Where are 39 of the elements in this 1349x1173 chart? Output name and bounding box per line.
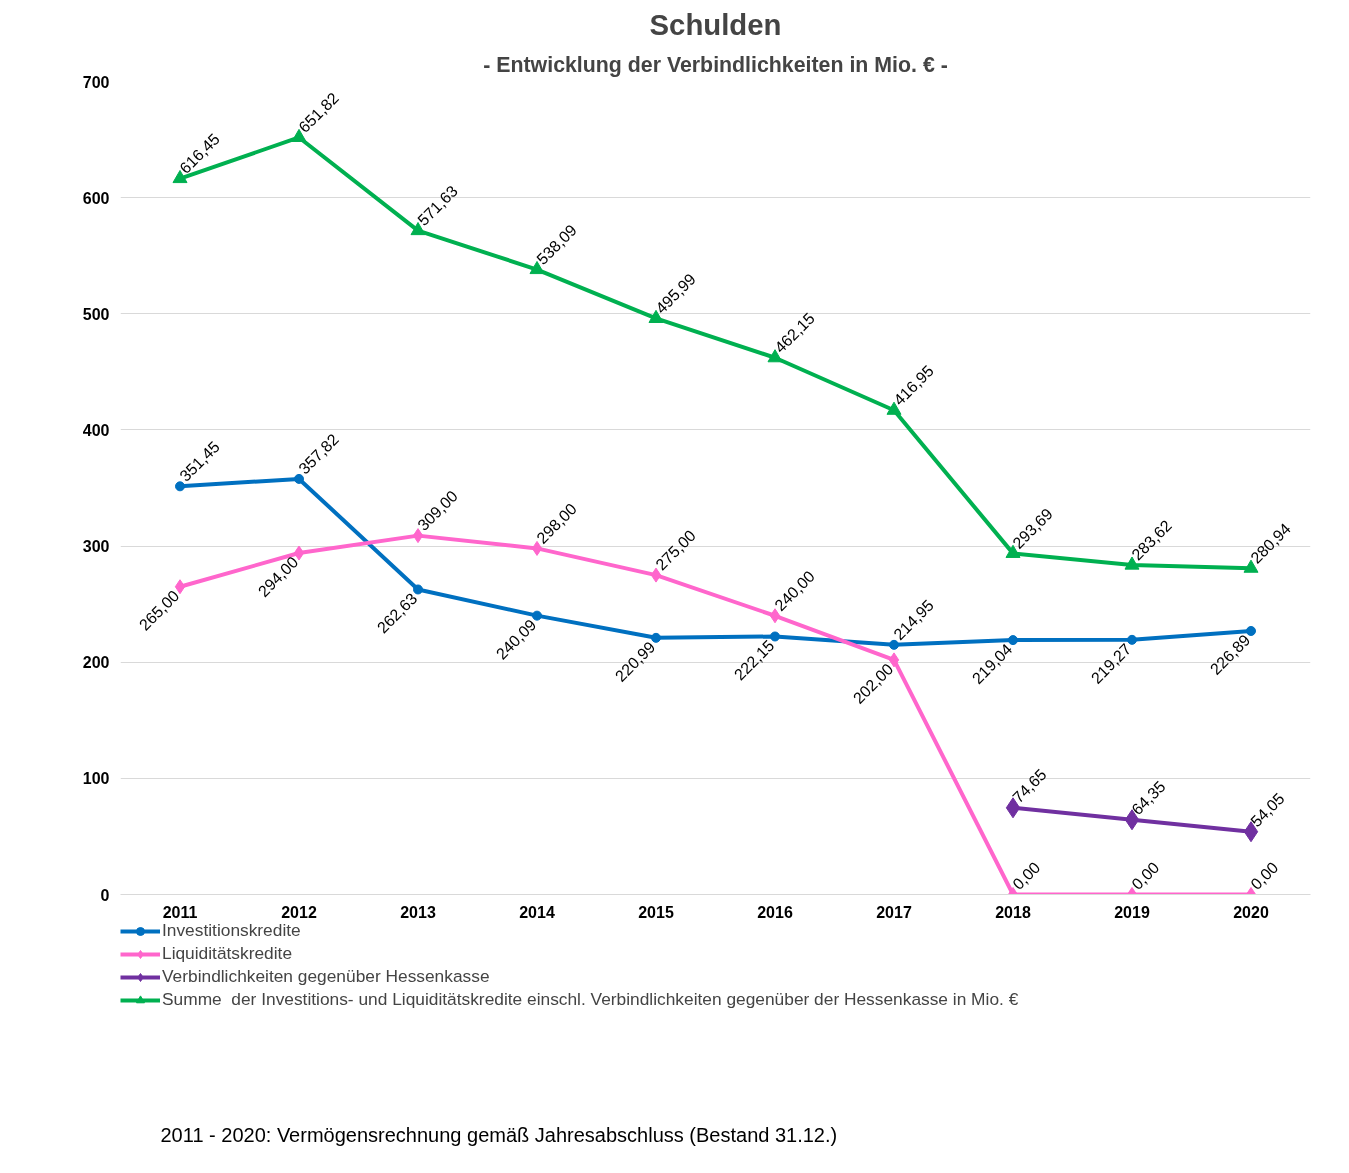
x-tick-label: 2016 [757,903,793,921]
point [413,584,423,595]
point [651,632,661,643]
x-tick-label: 2018 [995,903,1031,921]
text: 2011 - 2020: Vermögensrechnung gemäß Jahresabschluss (Bestand 31.12.) [160,1123,838,1146]
point [770,631,780,642]
y-tick-label: 700 [82,73,110,91]
y-tick-label: 600 [82,189,110,207]
point [1127,634,1137,645]
y-tick-label: 100 [82,770,110,788]
x-tick-label: 2017 [876,903,912,921]
x-tick-label: 2019 [1114,903,1150,921]
point [532,610,542,621]
x-tick-label: 2020 [1233,903,1269,921]
y-tick-label: 300 [82,538,110,556]
y-tick-label: 400 [82,421,110,439]
point [412,528,424,544]
point [1246,625,1256,636]
y-tick-label: 200 [82,654,110,672]
x-tick-label: 2011 [162,903,198,921]
x-tick-label: 2015 [638,903,674,921]
legend-label: Investitionskredite [162,920,301,941]
legend-label: Liquiditätskredite [162,943,293,964]
chart-title: Schulden [649,7,782,41]
legend-label: Verbindlichkeiten gegenüber Hessenkasse [162,966,490,987]
point [175,481,185,492]
legend-label: Summe der Investitions- und Liquiditätskredite einschl. Verbindlichkeiten gegenüber der Hessenkasse in Mio. € [162,989,1019,1010]
data-label: 0,00 [1128,858,1163,893]
y-tick-label: 0 [100,886,110,904]
point [1008,635,1018,646]
point [889,639,899,650]
data-label: 0,00 [1247,858,1282,893]
x-tick-label: 2013 [400,903,436,921]
data-label: 0,00 [1009,858,1044,893]
x-tick-label: 2014 [519,903,555,921]
x-tick-label: 2012 [281,903,317,921]
y-tick-label: 500 [82,305,110,323]
chart-subtitle: - Entwicklung der Verbindlichkeiten in Mio. € - [483,52,948,77]
point [294,473,304,484]
